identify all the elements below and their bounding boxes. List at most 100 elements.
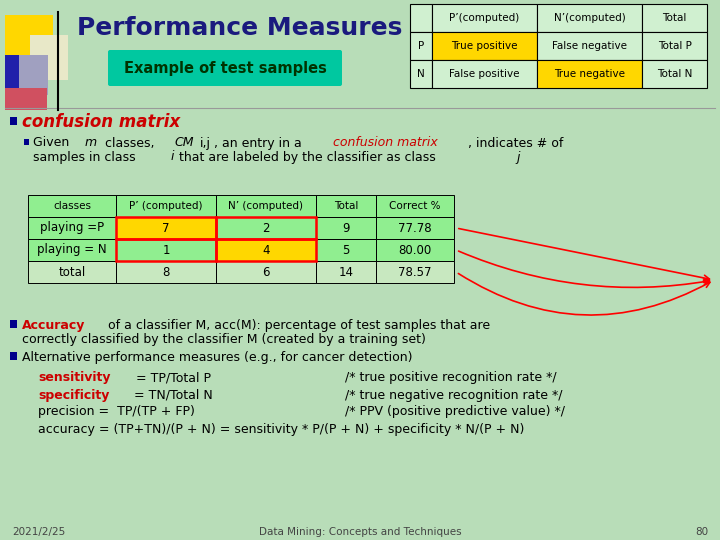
Text: confusion matrix: confusion matrix (22, 113, 180, 131)
Text: True negative: True negative (554, 69, 625, 79)
Bar (316, 261, 376, 283)
Text: 2021/2/25: 2021/2/25 (12, 527, 66, 537)
Bar (410, 60, 432, 88)
Bar (116, 239, 216, 261)
Text: 80: 80 (695, 527, 708, 537)
Text: N: N (417, 69, 425, 79)
Text: playing = N: playing = N (37, 244, 107, 256)
Text: 77.78: 77.78 (398, 221, 432, 234)
Text: Accuracy: Accuracy (22, 319, 86, 332)
Text: correctly classified by the classifier M (created by a training set): correctly classified by the classifier M… (22, 333, 426, 346)
Text: 14: 14 (338, 266, 354, 279)
Bar (116, 217, 216, 239)
Bar (216, 239, 316, 261)
Text: Correct %: Correct % (390, 201, 441, 211)
Bar (24, 139, 29, 145)
Text: P: P (418, 41, 424, 51)
Bar (537, 32, 642, 60)
Bar (537, 60, 642, 88)
Bar (316, 217, 376, 239)
Text: of a classifier M, acc(M): percentage of test samples that are: of a classifier M, acc(M): percentage of… (104, 319, 490, 332)
Text: that are labeled by the classifier as class: that are labeled by the classifier as cl… (175, 151, 440, 164)
Text: 2: 2 (262, 221, 270, 234)
Bar (642, 32, 707, 60)
Text: confusion matrix: confusion matrix (333, 137, 437, 150)
Bar (28, 239, 116, 261)
Bar (116, 261, 216, 283)
Bar (642, 4, 707, 32)
Text: classes: classes (53, 201, 91, 211)
Text: 6: 6 (262, 266, 270, 279)
Text: samples in class: samples in class (33, 151, 140, 164)
Text: Total P: Total P (657, 41, 691, 51)
Bar (116, 195, 216, 217)
Text: Total: Total (662, 13, 687, 23)
Text: 9: 9 (342, 221, 350, 234)
Text: False negative: False negative (552, 41, 627, 51)
Text: accuracy = (TP+TN)/(P + N) = sensitivity * P/(P + N) + specificity * N/(P + N): accuracy = (TP+TN)/(P + N) = sensitivity… (38, 422, 524, 435)
Text: 5: 5 (342, 244, 350, 256)
Bar (410, 32, 432, 60)
Bar (376, 195, 454, 217)
Text: sensitivity: sensitivity (38, 372, 110, 384)
Bar (10, 117, 17, 125)
Text: False positive: False positive (449, 69, 520, 79)
Bar (116, 239, 216, 261)
Bar (376, 217, 454, 239)
Text: 78.57: 78.57 (398, 266, 432, 279)
Bar (432, 4, 537, 32)
Text: 80.00: 80.00 (398, 244, 431, 256)
Text: m: m (85, 137, 97, 150)
Text: Total: Total (334, 201, 358, 211)
Bar (116, 217, 216, 239)
Bar (432, 60, 537, 88)
Text: i: i (171, 151, 174, 164)
Bar (216, 217, 316, 239)
Text: i,j: i,j (200, 137, 211, 150)
Bar (10, 320, 17, 328)
Text: Performance Measures: Performance Measures (77, 16, 402, 40)
Bar (376, 239, 454, 261)
Text: Total N: Total N (657, 69, 692, 79)
Text: j: j (517, 151, 521, 164)
Bar (216, 239, 316, 261)
Text: = TP/Total P: = TP/Total P (132, 372, 210, 384)
Text: /* true positive recognition rate */: /* true positive recognition rate */ (345, 372, 557, 384)
Text: 4: 4 (262, 244, 270, 256)
Text: 1: 1 (162, 244, 170, 256)
Bar (316, 239, 376, 261)
Text: , indicates # of: , indicates # of (468, 137, 563, 150)
Bar (376, 261, 454, 283)
Bar (28, 195, 116, 217)
Bar (642, 60, 707, 88)
Text: = TN/Total N: = TN/Total N (130, 388, 213, 402)
Text: N’(computed): N’(computed) (554, 13, 626, 23)
Text: /* PPV (positive predictive value) */: /* PPV (positive predictive value) */ (345, 406, 565, 419)
Text: P’ (computed): P’ (computed) (130, 201, 203, 211)
Text: total: total (58, 266, 86, 279)
Text: True positive: True positive (451, 41, 518, 51)
Text: Data Mining: Concepts and Techniques: Data Mining: Concepts and Techniques (258, 527, 462, 537)
Text: CM: CM (175, 137, 194, 150)
Bar (5, 88, 47, 110)
Bar (28, 261, 116, 283)
Bar (28, 217, 116, 239)
Bar (432, 32, 537, 60)
Bar (216, 217, 316, 239)
Bar (410, 4, 432, 32)
Text: Alternative performance measures (e.g., for cancer detection): Alternative performance measures (e.g., … (22, 350, 413, 363)
Text: Given: Given (33, 137, 73, 150)
Text: playing =P: playing =P (40, 221, 104, 234)
FancyBboxPatch shape (108, 50, 342, 86)
Bar (216, 195, 316, 217)
Text: Example of test samples: Example of test samples (124, 60, 326, 76)
Bar (10, 352, 17, 360)
Text: /* true negative recognition rate */: /* true negative recognition rate */ (345, 388, 562, 402)
Bar (30, 35, 68, 80)
Text: classes,: classes, (101, 137, 158, 150)
Text: 8: 8 (162, 266, 170, 279)
Text: , an entry in a: , an entry in a (214, 137, 306, 150)
Text: specificity: specificity (38, 388, 109, 402)
Bar (316, 195, 376, 217)
Text: precision =  TP/(TP + FP): precision = TP/(TP + FP) (38, 406, 195, 419)
